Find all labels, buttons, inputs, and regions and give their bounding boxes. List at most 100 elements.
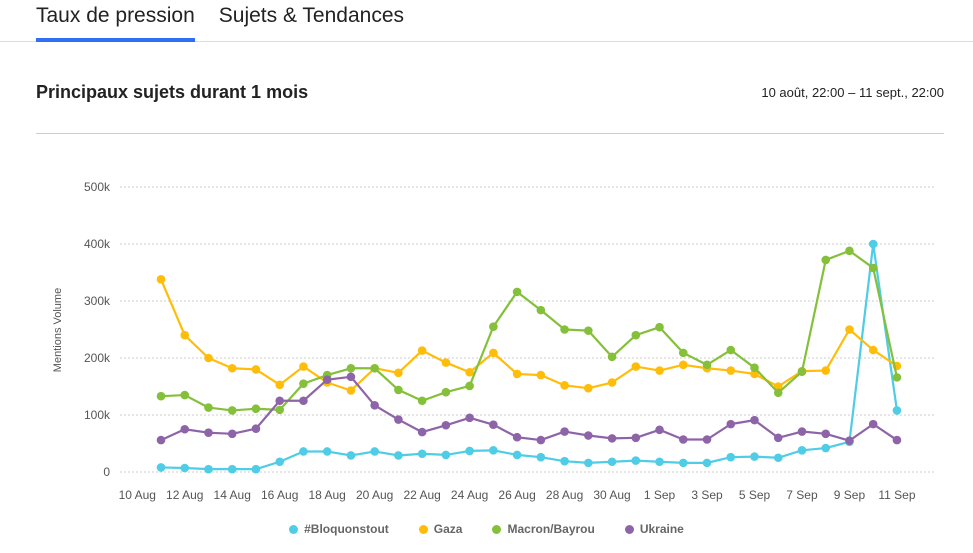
data-point bbox=[275, 457, 285, 467]
legend-item[interactable]: #Bloquonstout bbox=[289, 522, 389, 536]
data-point bbox=[750, 369, 759, 379]
x-tick-label: 1 Sep bbox=[644, 488, 676, 502]
data-point bbox=[370, 363, 379, 373]
legend-item[interactable]: Gaza bbox=[418, 522, 463, 536]
data-point bbox=[512, 432, 522, 442]
data-point bbox=[607, 457, 617, 467]
data-point bbox=[868, 239, 878, 249]
data-point bbox=[726, 366, 736, 375]
data-point bbox=[512, 450, 522, 460]
data-point bbox=[512, 287, 522, 297]
data-point bbox=[584, 458, 593, 468]
x-tick-label: 10 Aug bbox=[119, 488, 156, 502]
data-point bbox=[299, 447, 308, 456]
data-point bbox=[441, 358, 451, 367]
data-point bbox=[773, 453, 783, 463]
series-line-gaza bbox=[159, 278, 898, 392]
date-range: 10 août, 22:00 – 11 sept., 22:00 bbox=[761, 85, 944, 100]
data-point bbox=[251, 424, 261, 433]
data-point bbox=[607, 434, 617, 443]
x-tick-label: 7 Sep bbox=[786, 488, 818, 502]
data-point bbox=[299, 362, 308, 371]
data-point bbox=[726, 419, 736, 429]
data-point bbox=[536, 370, 546, 380]
legend-label: Macron/Bayrou bbox=[507, 522, 595, 536]
data-point bbox=[180, 330, 190, 340]
page-title: Principaux sujets durant 1 mois bbox=[36, 82, 309, 102]
data-point bbox=[204, 403, 213, 412]
data-point bbox=[394, 385, 403, 395]
data-point bbox=[821, 366, 831, 375]
legend-item[interactable]: Macron/Bayrou bbox=[492, 522, 595, 536]
data-point bbox=[489, 446, 498, 455]
data-point bbox=[797, 427, 807, 436]
data-point bbox=[180, 463, 190, 473]
legend-item[interactable]: Ukraine bbox=[624, 522, 684, 536]
data-point bbox=[868, 345, 878, 355]
data-point bbox=[251, 464, 261, 474]
data-point bbox=[251, 365, 261, 374]
x-tick-label: 20 Aug bbox=[356, 488, 393, 502]
data-point bbox=[417, 346, 427, 355]
data-point bbox=[560, 325, 569, 334]
data-point bbox=[227, 406, 237, 415]
data-point bbox=[441, 420, 451, 430]
data-point bbox=[631, 362, 641, 371]
data-point bbox=[631, 456, 641, 465]
legend-dot-icon bbox=[418, 524, 428, 534]
data-point bbox=[394, 451, 403, 460]
data-point bbox=[631, 433, 641, 443]
data-point bbox=[584, 383, 593, 393]
data-point bbox=[275, 380, 285, 390]
data-point bbox=[655, 457, 664, 467]
x-tick-label: 3 Sep bbox=[691, 488, 723, 502]
data-point bbox=[560, 456, 569, 466]
legend-label: Gaza bbox=[433, 522, 463, 536]
x-tick-label: 14 Aug bbox=[214, 488, 251, 502]
legend-label: Ukraine bbox=[639, 522, 684, 536]
data-point bbox=[773, 388, 783, 398]
data-point bbox=[394, 415, 403, 424]
legend-dot-icon bbox=[289, 524, 299, 534]
x-tick-label: 16 Aug bbox=[261, 488, 298, 502]
data-point bbox=[845, 436, 854, 445]
y-tick-label: 400k bbox=[84, 237, 111, 251]
data-point bbox=[370, 447, 379, 456]
data-point bbox=[845, 325, 854, 334]
tab-taux-de-pression[interactable]: Taux de pression bbox=[36, 0, 195, 42]
data-point bbox=[655, 366, 664, 375]
data-point bbox=[702, 458, 712, 468]
data-point bbox=[868, 263, 878, 273]
data-point bbox=[322, 375, 332, 384]
data-point bbox=[227, 363, 237, 373]
data-point bbox=[584, 431, 593, 440]
data-point bbox=[750, 415, 759, 425]
data-point bbox=[180, 390, 190, 400]
data-point bbox=[655, 425, 664, 435]
data-point bbox=[868, 419, 878, 429]
data-point bbox=[821, 443, 831, 453]
data-point bbox=[607, 378, 617, 387]
data-point bbox=[702, 435, 712, 444]
tab-sujets-tendances[interactable]: Sujets & Tendances bbox=[218, 4, 405, 27]
data-point bbox=[465, 413, 474, 423]
data-point bbox=[417, 449, 427, 459]
data-point bbox=[750, 363, 759, 372]
data-point bbox=[465, 367, 474, 377]
legend-dot-icon bbox=[624, 524, 634, 534]
data-point bbox=[892, 373, 902, 382]
y-axis-label: Mentions Volume bbox=[52, 288, 64, 372]
y-tick-label: 300k bbox=[84, 294, 111, 308]
data-point bbox=[346, 451, 356, 460]
data-point bbox=[227, 464, 237, 474]
data-point bbox=[275, 405, 285, 415]
y-tick-label: 100k bbox=[84, 408, 111, 422]
data-point bbox=[299, 396, 308, 406]
chart-legend: #Bloquonstout Gaza Macron/Bayrou Ukraine bbox=[0, 522, 973, 536]
data-point bbox=[892, 435, 902, 445]
data-point bbox=[726, 345, 736, 355]
data-point bbox=[536, 435, 546, 445]
x-tick-label: 9 Sep bbox=[834, 488, 866, 502]
data-point bbox=[773, 382, 783, 391]
